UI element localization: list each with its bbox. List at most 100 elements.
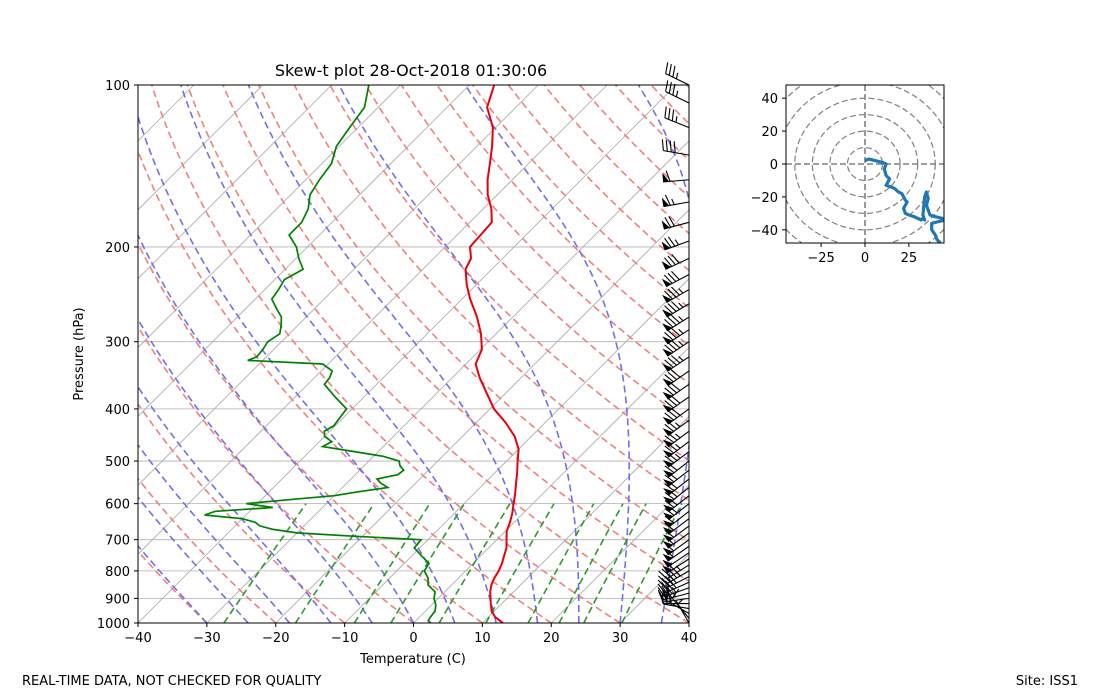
x-tick-label: −10 <box>331 631 358 646</box>
wind-barb <box>664 106 690 129</box>
barb-half <box>675 116 678 123</box>
barb-staff <box>667 518 690 535</box>
wind-barb <box>662 369 690 387</box>
barb-flag <box>662 469 674 478</box>
barb-flag <box>662 391 673 400</box>
dry-adiabat <box>365 85 689 423</box>
hodo-y-tick-label: −20 <box>751 191 778 206</box>
barb-full <box>667 410 678 419</box>
dry-adiabat <box>723 85 1100 623</box>
wind-barb <box>662 552 690 568</box>
barb-full <box>665 584 673 595</box>
dewpoint-profile-line <box>204 85 437 623</box>
dry-adiabat <box>138 477 277 623</box>
barb-staff <box>668 495 690 513</box>
barb-staff <box>667 383 690 400</box>
y-tick-label: 700 <box>105 534 130 549</box>
barb-full <box>664 435 675 444</box>
barb-staff <box>663 150 690 156</box>
wind-barb <box>662 407 690 425</box>
barb-flag <box>661 197 670 207</box>
wind-barb <box>662 170 690 183</box>
wind-barb <box>662 395 690 413</box>
mixing-ratio-line <box>294 503 375 623</box>
wind-barb <box>662 327 690 345</box>
barb-flag <box>662 378 673 386</box>
barb-full <box>670 339 681 349</box>
moist-adiabat <box>464 85 630 623</box>
barb-staff <box>665 91 690 104</box>
barb-staff <box>667 532 690 549</box>
barb-full <box>664 483 675 492</box>
barb-flag <box>661 241 671 250</box>
barb-flag <box>662 534 674 542</box>
barb-full <box>664 106 667 118</box>
barb-flag <box>662 336 673 344</box>
barb-flag <box>662 479 674 487</box>
barb-full <box>671 253 680 264</box>
wind-barb <box>662 301 690 318</box>
barb-half <box>671 492 678 498</box>
barb-full <box>664 387 674 396</box>
barb-full <box>667 371 678 380</box>
barb-flag <box>662 527 674 535</box>
barb-full <box>667 316 677 326</box>
barb-half <box>675 433 681 439</box>
dry-adiabat <box>472 85 689 309</box>
moist-adiabat <box>180 85 497 623</box>
temperature-axis-label: Temperature (C) <box>359 652 466 667</box>
barb-half <box>678 328 684 334</box>
barb-flag <box>662 504 674 512</box>
barb-half <box>671 508 678 514</box>
barb-flag <box>662 553 673 562</box>
barb-flag <box>662 459 674 468</box>
barb-full <box>664 423 674 432</box>
wind-barb <box>661 236 690 251</box>
barb-flag <box>662 404 673 412</box>
mixing-ratio-line <box>621 503 683 623</box>
mixing-ratio-line <box>558 503 624 623</box>
barb-full <box>664 374 674 383</box>
barb-staff <box>663 597 690 603</box>
wind-barb <box>665 62 690 86</box>
barb-flag <box>661 294 672 303</box>
wind-barb <box>665 80 690 104</box>
barb-full <box>664 500 675 508</box>
barb-staff <box>668 510 690 528</box>
y-tick-label: 900 <box>105 592 130 607</box>
isotherm-line <box>275 209 689 623</box>
barb-staff <box>663 179 690 183</box>
wind-barb <box>662 314 690 332</box>
y-tick-label: 100 <box>105 79 130 94</box>
barb-full <box>665 170 671 182</box>
isotherm-line <box>138 85 401 349</box>
y-tick-label: 300 <box>105 336 130 351</box>
wind-barb <box>657 578 690 594</box>
barb-full <box>664 508 675 516</box>
wind-barb <box>661 139 690 156</box>
barb-full <box>664 491 675 500</box>
barb-full <box>667 272 677 282</box>
dry-adiabat <box>329 85 689 462</box>
barb-full <box>667 255 676 266</box>
wind-barb <box>662 382 690 400</box>
dry-adiabat <box>257 85 689 542</box>
y-tick-label: 400 <box>105 403 130 418</box>
skewt-frame <box>137 84 690 624</box>
barb-half <box>675 453 681 459</box>
wind-barb <box>662 503 690 521</box>
x-tick-label: 40 <box>681 631 698 646</box>
wind-barb <box>662 339 690 357</box>
wind-barb <box>662 419 690 437</box>
wind-barb <box>661 270 690 288</box>
barb-staff <box>667 525 690 543</box>
isotherm-line <box>138 85 608 555</box>
mixing-ratio-line <box>390 503 466 623</box>
wind-barb <box>662 495 690 513</box>
barb-flag <box>662 173 670 183</box>
barb-flag <box>662 547 673 555</box>
barb-staff <box>666 329 690 345</box>
barb-full <box>670 369 681 378</box>
skewt-title: Skew-t plot 28-Oct-2018 01:30:06 <box>275 61 547 80</box>
barb-half <box>671 198 675 205</box>
